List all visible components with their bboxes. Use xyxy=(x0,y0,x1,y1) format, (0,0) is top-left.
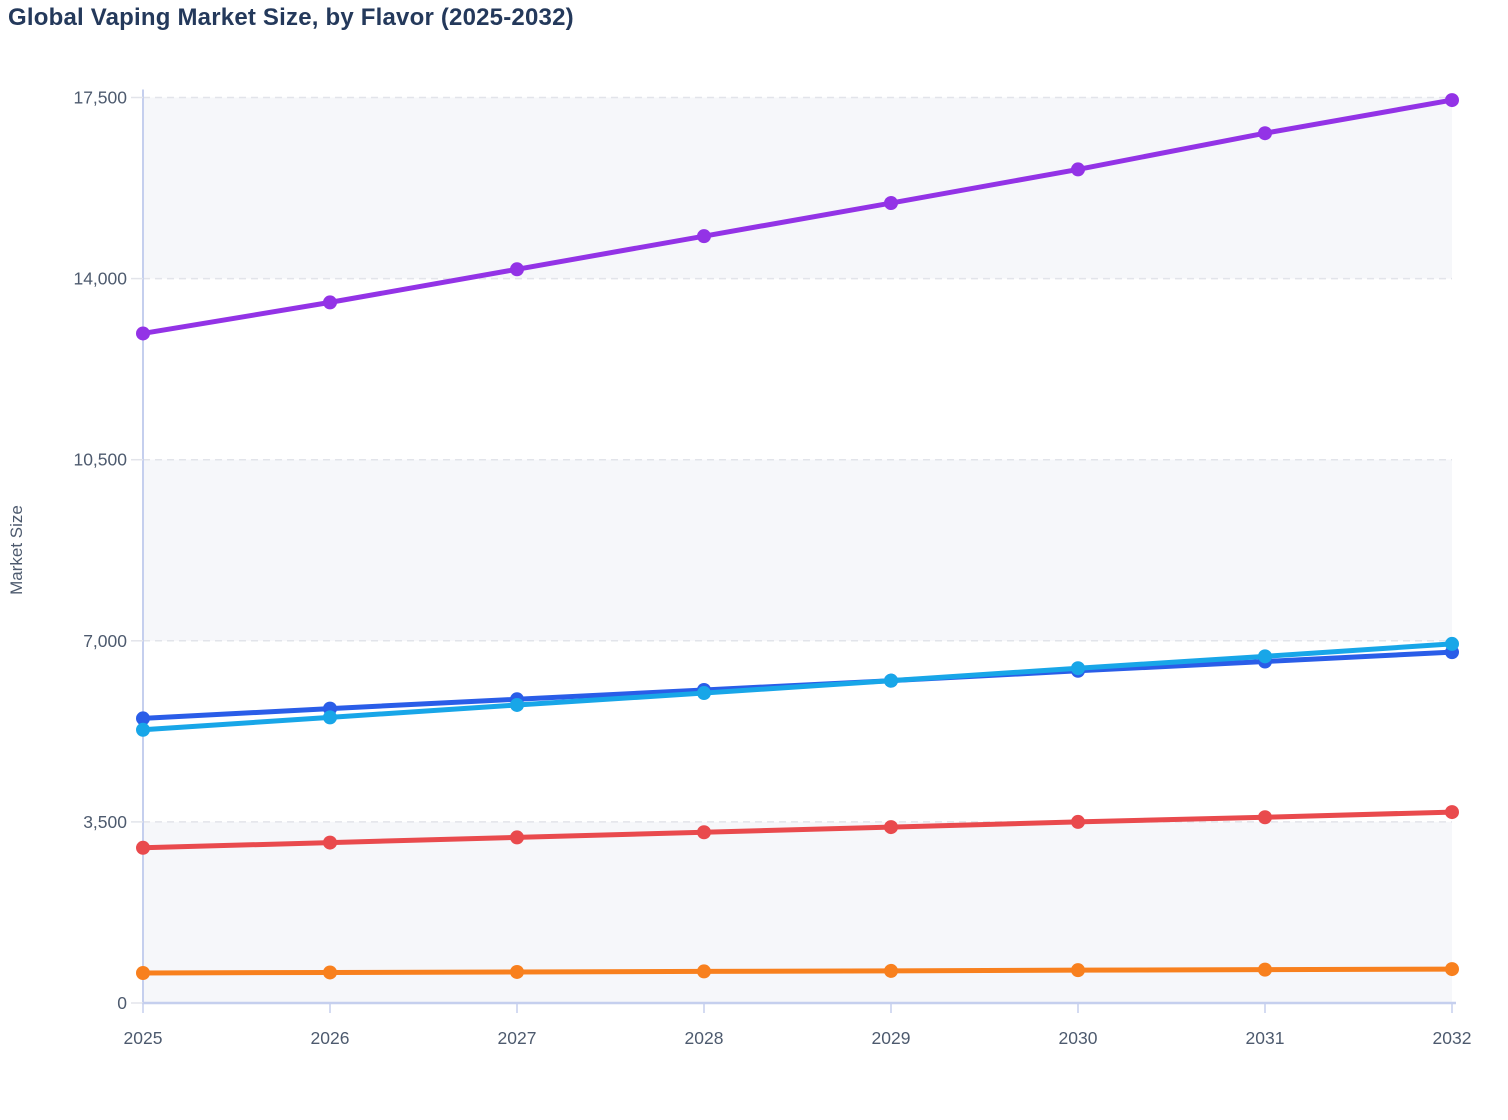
series-line-cyan-series xyxy=(140,641,1455,733)
x-tick-label: 2025 xyxy=(124,1028,163,1048)
data-point-cyan-series xyxy=(510,697,524,712)
data-point-red-series xyxy=(697,825,711,840)
data-point-purple-series xyxy=(323,295,337,310)
data-point-orange-series xyxy=(323,965,337,980)
data-point-orange-series xyxy=(136,965,150,980)
chart-title: Global Vaping Market Size, by Flavor (20… xyxy=(8,4,574,31)
y-tick-label: 10,500 xyxy=(73,450,127,470)
y-tick-label: 0 xyxy=(117,993,127,1013)
series-line-orange-series xyxy=(140,966,1455,976)
x-tick-label: 2032 xyxy=(1433,1028,1472,1048)
data-point-cyan-series xyxy=(1258,649,1272,664)
data-point-orange-series xyxy=(510,964,524,979)
data-point-orange-series xyxy=(697,964,711,979)
data-point-purple-series xyxy=(884,196,898,211)
x-tick-label: 2029 xyxy=(872,1028,911,1048)
x-tick-label: 2026 xyxy=(311,1028,350,1048)
data-point-red-series xyxy=(136,840,150,855)
y-tick-label: 7,000 xyxy=(83,631,127,651)
plot-band xyxy=(143,97,1452,279)
plot-band xyxy=(143,821,1452,1003)
data-point-purple-series xyxy=(1071,162,1085,177)
data-point-blue-series xyxy=(136,711,150,726)
series-line-purple-series xyxy=(140,97,1455,336)
data-point-red-series xyxy=(1258,810,1272,825)
data-point-purple-series xyxy=(136,326,150,341)
data-point-red-series xyxy=(1445,805,1459,820)
data-point-cyan-series xyxy=(884,673,898,688)
data-point-purple-series xyxy=(510,262,524,277)
data-point-cyan-series xyxy=(1445,636,1459,651)
y-tick-label: 3,500 xyxy=(83,812,127,832)
y-tick-label: 17,500 xyxy=(73,88,127,108)
data-point-orange-series xyxy=(884,963,898,978)
data-point-purple-series xyxy=(697,229,711,244)
x-tick-label: 2031 xyxy=(1246,1028,1285,1048)
data-point-red-series xyxy=(884,820,898,835)
x-tick-label: 2027 xyxy=(498,1028,537,1048)
data-point-purple-series xyxy=(1445,93,1459,108)
data-point-cyan-series xyxy=(1071,661,1085,676)
plot-band xyxy=(143,459,1452,641)
y-tick-label: 14,000 xyxy=(73,269,127,289)
data-point-cyan-series xyxy=(323,710,337,725)
data-point-cyan-series xyxy=(136,722,150,737)
data-point-purple-series xyxy=(1258,126,1272,141)
data-point-orange-series xyxy=(1071,963,1085,978)
x-tick-label: 2030 xyxy=(1059,1028,1098,1048)
x-tick-label: 2028 xyxy=(685,1028,724,1048)
data-point-cyan-series xyxy=(697,686,711,701)
data-point-red-series xyxy=(1071,814,1085,829)
data-point-orange-series xyxy=(1445,962,1459,977)
series-line-red-series xyxy=(140,809,1455,851)
data-point-orange-series xyxy=(1258,962,1272,977)
data-point-red-series xyxy=(510,830,524,845)
data-point-red-series xyxy=(323,835,337,850)
